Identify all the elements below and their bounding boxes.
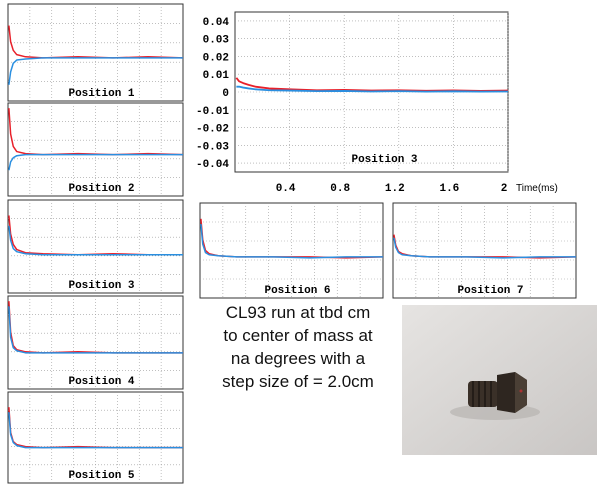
caption-line: step size of = 2.0cm	[222, 372, 374, 391]
panel-title: Position 7	[457, 285, 523, 297]
panel-title: Position 2	[68, 183, 134, 195]
x-tick-label: 1.2	[385, 183, 405, 195]
panel-title: Position 3	[68, 280, 134, 292]
x-axis-label: Time(ms)	[516, 183, 558, 194]
x-tick-label: 0.4	[276, 183, 296, 195]
trace	[8, 225, 183, 256]
panel-title: Position 1	[68, 88, 134, 100]
trace	[8, 57, 183, 85]
x-tick-label: 1.6	[439, 183, 459, 195]
panel-title: Position 5	[68, 470, 134, 482]
y-tick-label: -0.02	[196, 124, 229, 136]
y-tick-label: 0.02	[203, 52, 229, 64]
caption: CL93 run at tbd cm to center of mass at …	[222, 303, 374, 391]
trace	[200, 224, 383, 259]
caption-line: CL93 run at tbd cm	[226, 303, 371, 322]
y-tick-label: -0.04	[196, 159, 229, 171]
caption-line: to center of mass at	[223, 326, 373, 345]
trace	[393, 237, 576, 259]
y-tick-label: 0.01	[203, 70, 230, 82]
panel-title: Position 4	[68, 376, 134, 388]
caption-line: na degrees with a	[231, 349, 366, 368]
y-tick-label: -0.01	[196, 106, 229, 118]
plot-frame	[199, 202, 384, 299]
panel-title: Position 6	[264, 285, 330, 297]
charts: 0.4 0.8 1.2 1.6 2 0.04 0.03 0.02 0.01 0 -0.01 -0.02…	[7, 3, 577, 484]
trace	[8, 153, 183, 171]
panel-title: Position 3	[351, 154, 417, 166]
trace	[8, 412, 183, 449]
x-tick-label: 2	[501, 183, 508, 195]
y-tick-label: 0.04	[203, 17, 230, 29]
y-tick-label: 0.03	[203, 35, 230, 47]
photo	[402, 305, 597, 455]
trace	[236, 85, 509, 93]
x-tick-label: 0.8	[330, 183, 350, 195]
y-tick-label: -0.03	[196, 141, 229, 153]
plot-frame	[392, 202, 577, 299]
y-tick-label: 0	[222, 88, 229, 100]
trace	[8, 306, 183, 354]
